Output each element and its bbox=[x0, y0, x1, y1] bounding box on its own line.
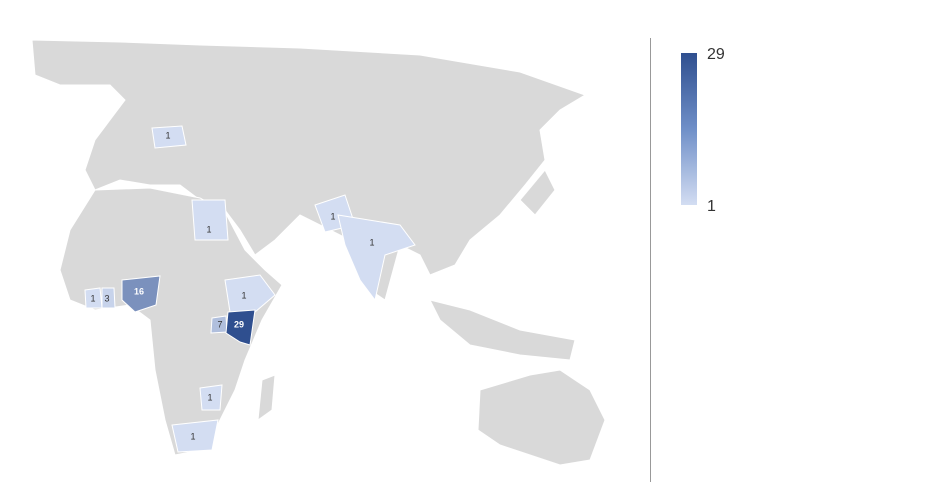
landmass bbox=[31, 39, 606, 466]
region-data-label: 1 bbox=[165, 130, 170, 140]
map-region[interactable] bbox=[171, 419, 219, 453]
region-data-label: 1 bbox=[190, 431, 195, 441]
map-region[interactable] bbox=[101, 287, 116, 309]
region-data-label: 1 bbox=[206, 224, 211, 234]
map-region[interactable] bbox=[199, 384, 223, 411]
region-data-label: 1 bbox=[241, 290, 246, 300]
map-region[interactable] bbox=[151, 125, 187, 149]
map-region[interactable] bbox=[224, 274, 276, 313]
region-data-label: 1 bbox=[369, 237, 374, 247]
map-region[interactable] bbox=[337, 214, 416, 302]
region-data-label: 29 bbox=[234, 319, 244, 329]
map-region[interactable] bbox=[121, 275, 161, 313]
indonesia bbox=[429, 299, 576, 361]
divider bbox=[650, 38, 651, 482]
region-data-label: 7 bbox=[217, 319, 222, 329]
madagascar bbox=[257, 374, 276, 422]
region-data-label: 3 bbox=[104, 293, 109, 303]
map-region[interactable] bbox=[191, 199, 229, 241]
region-data-label: 16 bbox=[134, 286, 144, 296]
region-data-label: 1 bbox=[90, 293, 95, 303]
legend-min-label: 1 bbox=[707, 198, 716, 215]
region-data-label: 1 bbox=[330, 211, 335, 221]
map-region[interactable] bbox=[225, 309, 256, 346]
australia bbox=[477, 369, 606, 466]
region-data-label: 1 bbox=[207, 392, 212, 402]
legend-max-label: 29 bbox=[707, 46, 725, 63]
legend-color-scale bbox=[681, 53, 697, 205]
japan bbox=[519, 169, 556, 216]
